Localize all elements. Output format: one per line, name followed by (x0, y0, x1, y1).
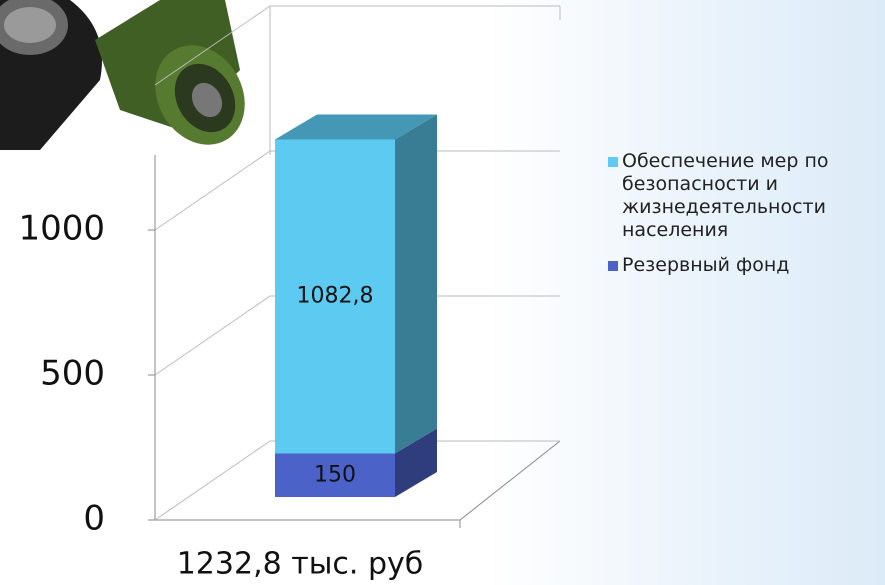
chart: 1232,8 тыс. руб 0 500 1000 150 1082,8 (0, 0, 885, 585)
legend: Обеспечение мер по безопасности и жизнед… (608, 150, 885, 289)
y-tick-label: 0 (83, 499, 105, 539)
legend-label: Обеспечение мер по безопасности и жизнед… (622, 150, 829, 241)
bar-side (395, 114, 437, 453)
grid-line (155, 441, 270, 520)
legend-label: Резервный фонд (622, 254, 789, 276)
grid-line (155, 151, 270, 230)
grid-line (155, 296, 270, 375)
gas-mask-image (0, 0, 262, 161)
legend-item: Обеспечение мер по безопасности и жизнед… (608, 150, 885, 242)
y-tick-label: 1000 (18, 209, 105, 249)
legend-item: Резервный фонд (608, 254, 885, 277)
legend-swatch (608, 157, 618, 167)
legend-swatch (608, 261, 618, 271)
slide: 1232,8 тыс. руб 0 500 1000 150 1082,8 Обеспе… (0, 0, 885, 585)
x-tick-label: 1232,8 тыс. руб (177, 547, 424, 582)
value-label: 150 (314, 462, 356, 487)
value-label: 1082,8 (297, 283, 374, 308)
y-tick-label: 500 (40, 354, 105, 394)
